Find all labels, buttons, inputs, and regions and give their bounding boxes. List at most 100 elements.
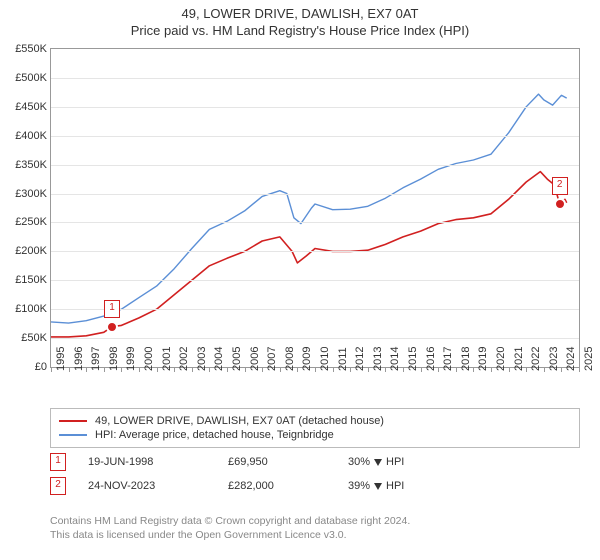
legend-item: HPI: Average price, detached house, Teig… xyxy=(59,429,571,441)
y-tick-label: £500K xyxy=(15,72,47,84)
arrow-down-icon xyxy=(374,459,382,466)
x-tick-mark xyxy=(227,367,228,372)
y-tick-label: £0 xyxy=(35,361,47,373)
gridline-h xyxy=(51,309,579,310)
gridline-h xyxy=(51,338,579,339)
diff-pct: 30% xyxy=(348,456,370,468)
footer-attribution: Contains HM Land Registry data © Crown c… xyxy=(50,508,580,542)
x-tick-mark xyxy=(456,367,457,372)
gridline-h xyxy=(51,136,579,137)
y-tick-label: £450K xyxy=(15,101,47,113)
x-tick-label: 1995 xyxy=(55,347,67,371)
x-tick-mark xyxy=(157,367,158,372)
x-tick-label: 1999 xyxy=(125,347,137,371)
x-tick-label: 2012 xyxy=(354,347,366,371)
x-tick-label: 2014 xyxy=(389,347,401,371)
x-tick-label: 2017 xyxy=(442,347,454,371)
x-tick-mark xyxy=(280,367,281,372)
y-tick-label: £250K xyxy=(15,216,47,228)
x-tick-mark xyxy=(209,367,210,372)
x-tick-mark xyxy=(121,367,122,372)
marker-dot xyxy=(106,321,118,333)
x-tick-label: 2011 xyxy=(337,347,349,371)
x-tick-mark xyxy=(192,367,193,372)
x-tick-label: 2022 xyxy=(530,347,542,371)
x-tick-mark xyxy=(579,367,580,372)
x-tick-mark xyxy=(491,367,492,372)
x-tick-mark xyxy=(333,367,334,372)
x-tick-mark xyxy=(421,367,422,372)
chart-lines-svg xyxy=(51,49,579,367)
x-tick-label: 2020 xyxy=(495,347,507,371)
x-tick-label: 2003 xyxy=(196,347,208,371)
x-tick-mark xyxy=(139,367,140,372)
x-tick-label: 2013 xyxy=(372,347,384,371)
x-tick-label: 1996 xyxy=(73,347,85,371)
x-tick-label: 2001 xyxy=(161,347,173,371)
x-tick-label: 2005 xyxy=(231,347,243,371)
x-tick-label: 2016 xyxy=(425,347,437,371)
x-tick-mark xyxy=(315,367,316,372)
x-tick-mark xyxy=(245,367,246,372)
chart-title: 49, LOWER DRIVE, DAWLISH, EX7 0AT xyxy=(10,6,590,21)
x-tick-mark xyxy=(509,367,510,372)
y-tick-label: £550K xyxy=(15,43,47,55)
diff-pct: 39% xyxy=(348,480,370,492)
x-tick-mark xyxy=(262,367,263,372)
gridline-h xyxy=(51,222,579,223)
diff-label: HPI xyxy=(386,456,404,468)
txn-diff: 39% HPI xyxy=(348,480,488,492)
legend-label: 49, LOWER DRIVE, DAWLISH, EX7 0AT (detac… xyxy=(95,415,384,427)
y-tick-label: £300K xyxy=(15,188,47,200)
x-tick-mark xyxy=(526,367,527,372)
x-tick-label: 2021 xyxy=(513,347,525,371)
x-tick-label: 2018 xyxy=(460,347,472,371)
txn-price: £282,000 xyxy=(228,480,348,492)
gridline-h xyxy=(51,107,579,108)
x-tick-label: 2019 xyxy=(477,347,489,371)
arrow-down-icon xyxy=(374,483,382,490)
y-tick-label: £350K xyxy=(15,159,47,171)
x-tick-mark xyxy=(403,367,404,372)
x-tick-mark xyxy=(473,367,474,372)
x-tick-mark xyxy=(104,367,105,372)
y-tick-label: £50K xyxy=(21,332,47,344)
x-tick-label: 2000 xyxy=(143,347,155,371)
y-tick-label: £100K xyxy=(15,303,47,315)
x-tick-mark xyxy=(86,367,87,372)
series-line xyxy=(51,94,567,323)
table-row: 1 19-JUN-1998 £69,950 30% HPI xyxy=(50,450,580,474)
txn-price: £69,950 xyxy=(228,456,348,468)
gridline-h xyxy=(51,165,579,166)
y-tick-label: £400K xyxy=(15,130,47,142)
txn-date: 19-JUN-1998 xyxy=(88,456,228,468)
x-tick-mark xyxy=(438,367,439,372)
transactions-table: 1 19-JUN-1998 £69,950 30% HPI 2 24-NOV-2… xyxy=(50,450,580,498)
x-tick-label: 2010 xyxy=(319,347,331,371)
legend-label: HPI: Average price, detached house, Teig… xyxy=(95,429,334,441)
x-tick-label: 2025 xyxy=(583,347,595,371)
diff-label: HPI xyxy=(386,480,404,492)
y-tick-label: £200K xyxy=(15,245,47,257)
footer-line: Contains HM Land Registry data © Crown c… xyxy=(50,514,580,528)
x-tick-mark xyxy=(561,367,562,372)
legend-swatch xyxy=(59,420,87,422)
legend-item: 49, LOWER DRIVE, DAWLISH, EX7 0AT (detac… xyxy=(59,415,571,427)
x-tick-mark xyxy=(69,367,70,372)
title-block: 49, LOWER DRIVE, DAWLISH, EX7 0AT Price … xyxy=(0,0,600,40)
x-tick-mark xyxy=(297,367,298,372)
x-tick-mark xyxy=(350,367,351,372)
gridline-h xyxy=(51,78,579,79)
x-tick-label: 2002 xyxy=(178,347,190,371)
x-tick-label: 2006 xyxy=(249,347,261,371)
x-tick-label: 1998 xyxy=(108,347,120,371)
x-tick-label: 2004 xyxy=(213,347,225,371)
gridline-h xyxy=(51,280,579,281)
x-tick-label: 2023 xyxy=(548,347,560,371)
x-tick-mark xyxy=(51,367,52,372)
x-tick-label: 2009 xyxy=(301,347,313,371)
x-tick-label: 2007 xyxy=(266,347,278,371)
x-tick-mark xyxy=(174,367,175,372)
x-tick-label: 2008 xyxy=(284,347,296,371)
x-tick-mark xyxy=(385,367,386,372)
